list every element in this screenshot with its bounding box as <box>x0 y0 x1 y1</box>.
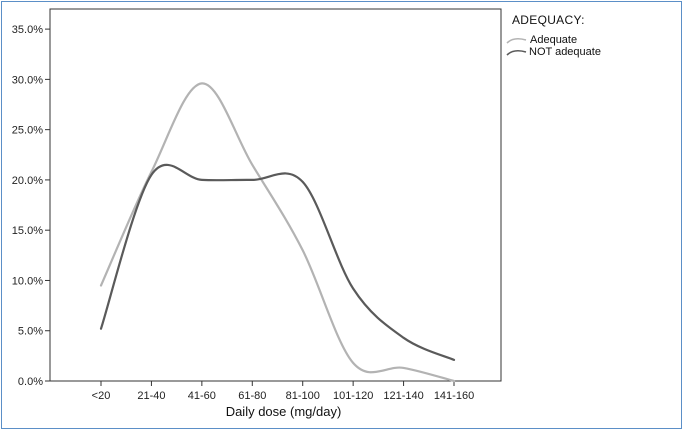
y-tick-label: 5.0% <box>18 326 43 338</box>
y-tick-label: 25.0% <box>12 125 43 137</box>
plot-area <box>49 8 502 382</box>
y-tick-label: 20.0% <box>12 175 43 187</box>
x-tick-label: 41-60 <box>188 390 216 402</box>
y-axis: 0.0% 5.0% 10.0% 15.0% 20.0% 25.0% 30.0% 35.0% <box>12 24 50 388</box>
y-tick-label: 35.0% <box>12 24 43 36</box>
legend-label: Adequate <box>530 34 577 46</box>
y-tick-label: 0.0% <box>18 376 43 388</box>
x-tick-label: <20 <box>92 390 111 402</box>
x-tick-label: 61-80 <box>238 390 266 402</box>
legend-title: ADEQUACY: <box>512 13 585 27</box>
x-tick-label: 121-140 <box>383 390 423 402</box>
legend-label: NOT adequate <box>529 46 601 58</box>
x-tick-label: 81-100 <box>286 390 320 402</box>
x-axis: <20 21-40 41-60 61-80 81-100 101-120 121-140 14… <box>92 381 474 402</box>
x-tick-label: 141-160 <box>434 390 474 402</box>
series-line-adequate <box>99 82 456 383</box>
y-tick-label: 15.0% <box>12 225 43 237</box>
series-layer <box>99 82 456 383</box>
x-axis-title: Daily dose (mg/day) <box>226 404 342 419</box>
legend-swatch <box>506 49 527 56</box>
x-tick-label: 101-120 <box>333 390 373 402</box>
series-line-not-adequate <box>99 163 456 361</box>
y-tick-label: 10.0% <box>12 275 43 287</box>
y-tick-label: 30.0% <box>12 74 43 86</box>
legend-swatch <box>506 37 527 44</box>
x-tick-label: 21-40 <box>137 390 165 402</box>
